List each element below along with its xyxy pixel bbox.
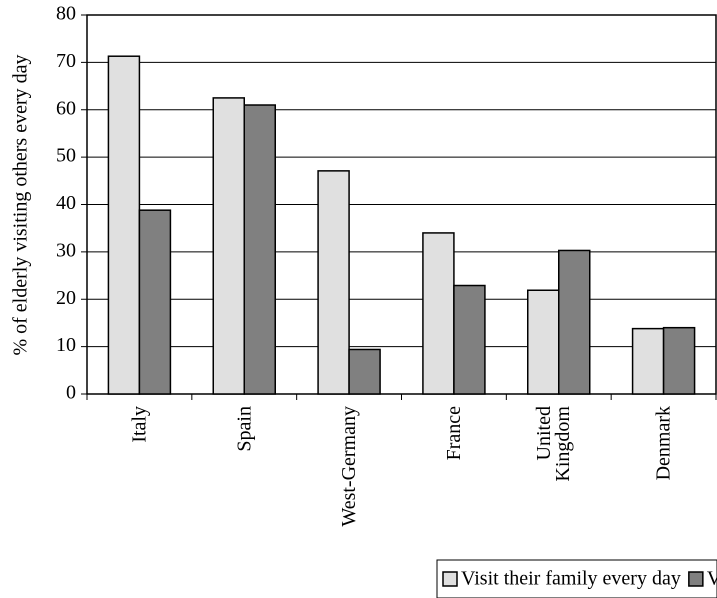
x-tick-label-line: Kingdom [552,406,574,482]
legend-box [436,559,717,598]
bar [317,170,350,395]
x-tick-label: Italy [128,406,150,443]
bar [107,55,141,395]
legend-swatch [688,571,704,587]
y-tick-label: 30 [56,239,76,261]
bar [243,104,276,395]
bar [662,326,696,395]
bar [138,209,172,395]
x-tick-label: West-Germany [338,406,360,527]
y-axis-title: % of elderly visiting others every day [10,54,32,355]
y-tick-label: 40 [56,192,76,214]
bar [212,97,245,395]
legend-label: Visit their friends every day [707,568,717,590]
y-tick-label: 20 [56,287,76,309]
x-tick-label: Spain [233,406,255,452]
plot-border [86,14,717,395]
x-tick-label: UnitedKingdom [533,406,574,482]
x-tick-label-line: United [533,406,555,460]
legend-swatch [442,571,458,587]
y-tick-label: 0 [66,382,76,404]
bar [422,232,455,395]
bar [453,284,486,395]
y-tick-label: 80 [56,3,76,25]
x-tick-label: France [443,406,465,461]
legend: Visit their family every day Visit their … [436,559,717,598]
y-tick-label: 50 [56,145,76,167]
x-tick-label: Denmark [653,406,675,480]
bar [527,289,560,395]
bar [631,327,665,395]
y-tick-label: 60 [56,97,76,119]
bar [348,348,381,395]
bar [558,249,591,395]
y-tick-label: 10 [56,334,76,356]
legend-label: Visit their family every day [461,568,681,590]
y-tick-label: 70 [56,50,76,72]
